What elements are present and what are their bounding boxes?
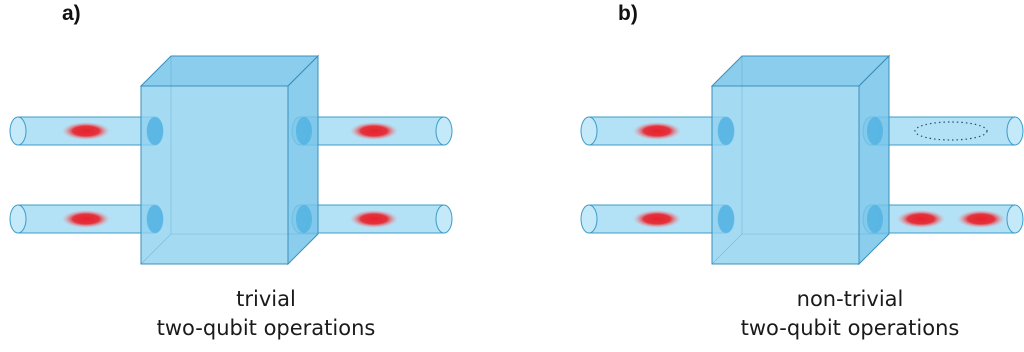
operation-cube [139,54,320,266]
panel-a-caption-line2: two-qubit operations [156,316,376,340]
output-port-1 [296,117,312,145]
panel-b-caption-line1: non-trivial [796,287,904,311]
output-qubit-2 [350,210,398,228]
panel-b-caption-line2: two-qubit operations [740,316,960,340]
pipe-end-cap [435,204,453,234]
output-empty-qubit-1 [914,121,988,141]
cube-front-face [711,85,860,265]
input-qubit-1 [62,122,110,140]
panel-b: b) non-trivial two-qubit operations [512,0,1024,352]
input-port-2 [147,205,163,233]
panel-a-label: a) [62,2,81,25]
output-qubit-2b [957,210,1005,228]
operation-cube [710,54,891,266]
input-port-1 [147,117,163,145]
panel-b-label: b) [618,2,638,25]
input-wire-1 [580,116,735,146]
panel-a: a) trivial two-qubit operations [9,2,453,343]
cube-hidden-edge [140,233,318,265]
panel-a-diagram [9,54,453,266]
input-wire-1 [9,116,164,146]
output-qubit-2a [897,210,945,228]
pipe-end-cap [1006,204,1024,234]
output-port-2 [296,205,312,233]
output-port-1 [867,117,883,145]
input-qubit-2 [633,210,681,228]
pipe-end-cap [1006,116,1024,146]
panel-a-caption: trivial two-qubit operations [116,285,416,343]
pipe-end-cap [9,204,27,234]
cube-front-face [140,85,289,265]
panel-b-diagram [580,54,1024,266]
pipe-end-cap [435,116,453,146]
pipe-end-cap [580,116,598,146]
cube-top-face [710,55,891,87]
output-port-2 [867,205,883,233]
panel-b-caption: non-trivial two-qubit operations [700,285,1000,343]
cube-top-face [139,55,320,87]
output-qubit-1 [350,122,398,140]
pipe-end-cap [9,116,27,146]
panel-a-caption-line1: trivial [236,287,296,311]
pipe-end-cap [580,204,598,234]
input-port-2 [718,205,734,233]
input-port-1 [718,117,734,145]
cube-hidden-edge [711,233,889,265]
input-qubit-1 [633,122,681,140]
input-qubit-2 [62,210,110,228]
